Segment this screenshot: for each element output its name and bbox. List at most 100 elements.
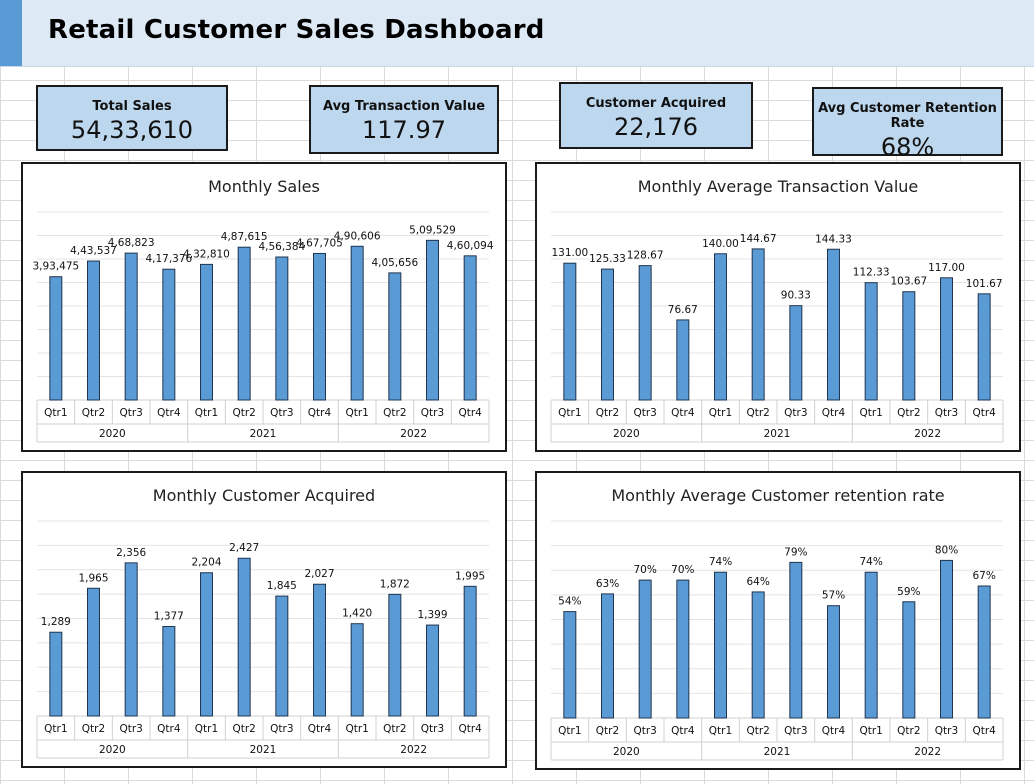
kpi-avg-transaction-value: Avg Transaction Value 117.97 [309, 85, 499, 154]
data-label: 74% [709, 556, 732, 568]
data-label: 1,399 [417, 609, 447, 621]
tick-label: Qtr1 [859, 725, 882, 737]
bar [237, 246, 251, 401]
data-label: 128.67 [627, 250, 664, 262]
bar [237, 557, 251, 717]
kpi-value: 22,176 [614, 113, 698, 141]
group-label: 2021 [250, 744, 277, 756]
bar [864, 571, 878, 719]
data-label: 54% [558, 596, 581, 608]
tick-label: Qtr2 [596, 407, 619, 419]
bar [426, 624, 439, 717]
bar [463, 255, 477, 401]
data-label: 101.67 [966, 278, 1003, 290]
bar [162, 268, 176, 401]
group-label: 2021 [764, 746, 791, 758]
tick-label: Qtr2 [232, 407, 255, 419]
data-label: 1,872 [380, 578, 410, 590]
data-label: 112.33 [853, 267, 890, 279]
bar [977, 585, 991, 719]
bar [49, 276, 63, 401]
bar [563, 262, 577, 401]
data-label: 4,56,384 [258, 241, 305, 253]
data-label: 4,32,810 [183, 248, 230, 260]
tick-label: Qtr3 [633, 725, 656, 737]
data-label: 70% [671, 564, 694, 576]
data-label: 64% [746, 576, 769, 588]
data-label: 4,05,656 [371, 257, 418, 269]
tick-label: Qtr2 [82, 723, 105, 735]
tick-label: Qtr1 [859, 407, 882, 419]
data-label: 79% [784, 546, 807, 558]
bar [789, 561, 803, 719]
bar [940, 559, 953, 719]
chart-monthly-customer-acquired: Monthly Customer Acquired 1,289 Qtr1 1,965 Q… [21, 471, 507, 768]
data-label: 2,027 [304, 568, 334, 580]
tick-label: Qtr2 [82, 407, 105, 419]
bar [124, 252, 138, 401]
data-label: 1,845 [267, 580, 297, 592]
tick-label: Qtr4 [308, 407, 332, 419]
group-label: 2022 [914, 746, 941, 758]
tick-label: Qtr4 [458, 407, 482, 419]
data-label: 4,17,376 [145, 253, 192, 265]
tick-label: Qtr1 [709, 407, 732, 419]
tick-label: Qtr4 [671, 407, 695, 419]
data-label: 70% [633, 564, 656, 576]
data-label: 125.33 [589, 253, 626, 265]
tick-label: Qtr2 [746, 725, 769, 737]
bar [350, 623, 364, 717]
kpi-avg-customer-retention-rate: Avg Customer Retention Rate 68% [812, 87, 1003, 161]
group-label: 2020 [613, 428, 640, 440]
bar [714, 253, 727, 401]
tick-label: Qtr1 [345, 407, 368, 419]
group-label: 2022 [914, 428, 941, 440]
bar [827, 605, 840, 719]
bar [676, 319, 690, 401]
data-label: 2,356 [116, 547, 146, 559]
chart-svg: Monthly Customer Acquired 1,289 Qtr1 1,965 Q… [36, 486, 490, 759]
data-label: 1,289 [41, 616, 71, 628]
data-label: 57% [822, 590, 845, 602]
bar [902, 291, 916, 401]
bar [676, 579, 690, 719]
tick-label: Qtr1 [195, 407, 218, 419]
data-label: 2,427 [229, 542, 259, 554]
bar [388, 272, 402, 401]
tick-label: Qtr3 [935, 725, 958, 737]
bar [463, 585, 477, 717]
chart-svg: Monthly Average Transaction Value 131.00 Q… [550, 177, 1004, 443]
data-label: 4,90,606 [334, 230, 381, 242]
bar [49, 631, 63, 717]
data-label: 1,377 [154, 610, 184, 622]
data-label: 4,67,705 [296, 237, 343, 249]
title-bar: Retail Customer Sales Dashboard [0, 0, 1034, 67]
bar [751, 248, 765, 401]
bar [827, 248, 840, 401]
kpi-label: Avg Customer Retention Rate [818, 101, 997, 131]
bar [902, 601, 916, 719]
data-label: 1,965 [78, 572, 108, 584]
tick-label: Qtr2 [383, 723, 406, 735]
bar [124, 562, 138, 717]
tick-label: Qtr3 [270, 407, 293, 419]
data-label: 117.00 [928, 262, 965, 274]
tick-label: Qtr1 [558, 407, 581, 419]
bar [87, 260, 100, 401]
tick-label: Qtr1 [44, 407, 67, 419]
group-label: 2022 [400, 744, 427, 756]
tick-label: Qtr4 [972, 725, 996, 737]
bar [275, 256, 289, 401]
data-label: 74% [859, 556, 882, 568]
tick-label: Qtr3 [421, 407, 444, 419]
tick-label: Qtr3 [784, 407, 807, 419]
bar [638, 265, 652, 401]
title-accent [0, 0, 22, 66]
tick-label: Qtr3 [421, 723, 444, 735]
data-label: 4,43,537 [70, 245, 117, 257]
tick-label: Qtr2 [897, 407, 920, 419]
kpi-value: 54,33,610 [70, 116, 194, 144]
bar [714, 571, 727, 719]
chart-monthly-sales: Monthly Sales 3,93,475 Qtr1 4,43,537 Qtr2 4,6… [21, 162, 507, 452]
tick-label: Qtr1 [558, 725, 581, 737]
